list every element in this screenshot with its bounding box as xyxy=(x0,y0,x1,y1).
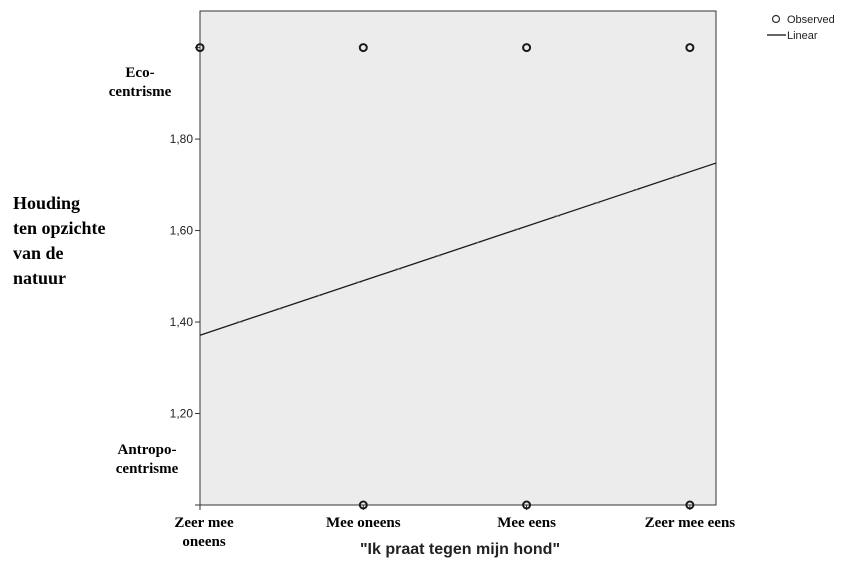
legend-observed-label: Observed xyxy=(787,14,835,26)
y-tick-label: 1,60 xyxy=(170,224,194,238)
legend: Observed Linear xyxy=(767,14,835,42)
observed-point xyxy=(195,43,205,53)
y-axis-title: Houding ten opzichte van de natuur xyxy=(13,193,105,288)
linear-fit-tick-marks xyxy=(237,175,679,323)
y-axis-title-text-line: van de xyxy=(13,243,64,263)
x-axis-title: "Ik praat tegen mijn hond" xyxy=(360,541,560,558)
y-axis-title-text-line: natuur xyxy=(13,268,66,288)
linear-fit-line xyxy=(199,162,717,336)
observed-point xyxy=(358,500,368,510)
y-axis-title-text-line: Houding xyxy=(13,193,80,213)
x-tick-label-line: Mee oneens xyxy=(326,515,401,531)
x-tick-label: Mee oneens xyxy=(326,515,401,531)
y-category-label-eco-line: Eco- xyxy=(125,65,154,81)
y-axis-title-text: Houding ten opzichte van de natuur xyxy=(13,193,105,288)
x-tick-label-line: Mee eens xyxy=(497,515,556,531)
y-axis: 1,201,401,601,80Eco-centrismeAntropo-cen… xyxy=(109,47,200,506)
legend-linear-label: Linear xyxy=(787,30,818,42)
observed-points xyxy=(195,43,695,510)
observed-point xyxy=(685,500,695,510)
y-tick-label: 1,20 xyxy=(170,407,194,421)
x-tick-label: Mee eens xyxy=(497,515,556,531)
observed-point xyxy=(358,43,368,53)
y-category-label-eco: Eco-centrisme xyxy=(109,65,172,100)
y-tick-label: 1,80 xyxy=(170,132,194,146)
x-axis: Zeer mee oneens Mee oneens Mee eens Zeer mee… xyxy=(174,505,735,550)
y-category-label-antropo-line: centrisme xyxy=(116,461,179,477)
observed-point xyxy=(522,500,532,510)
x-tick-label-line: Zeer mee xyxy=(174,515,234,531)
x-tick-label-line: oneens xyxy=(182,534,226,550)
y-category-label-antropo: Antropo-centrisme xyxy=(116,442,179,477)
y-tick-label: 1,40 xyxy=(170,315,194,329)
plot-area xyxy=(199,10,717,506)
y-category-label-eco-line: centrisme xyxy=(109,84,172,100)
y-category-label-antropo-line: Antropo- xyxy=(118,442,177,458)
x-tick-label: Zeer mee oneens xyxy=(174,515,234,550)
legend-observed-marker xyxy=(771,14,781,24)
y-axis-title-text-line: ten opzichte xyxy=(13,218,105,238)
observed-point xyxy=(685,43,695,53)
observed-point xyxy=(522,43,532,53)
x-tick-label-line: Zeer mee eens xyxy=(645,515,736,531)
x-tick-label: Zeer mee eens xyxy=(645,515,736,531)
